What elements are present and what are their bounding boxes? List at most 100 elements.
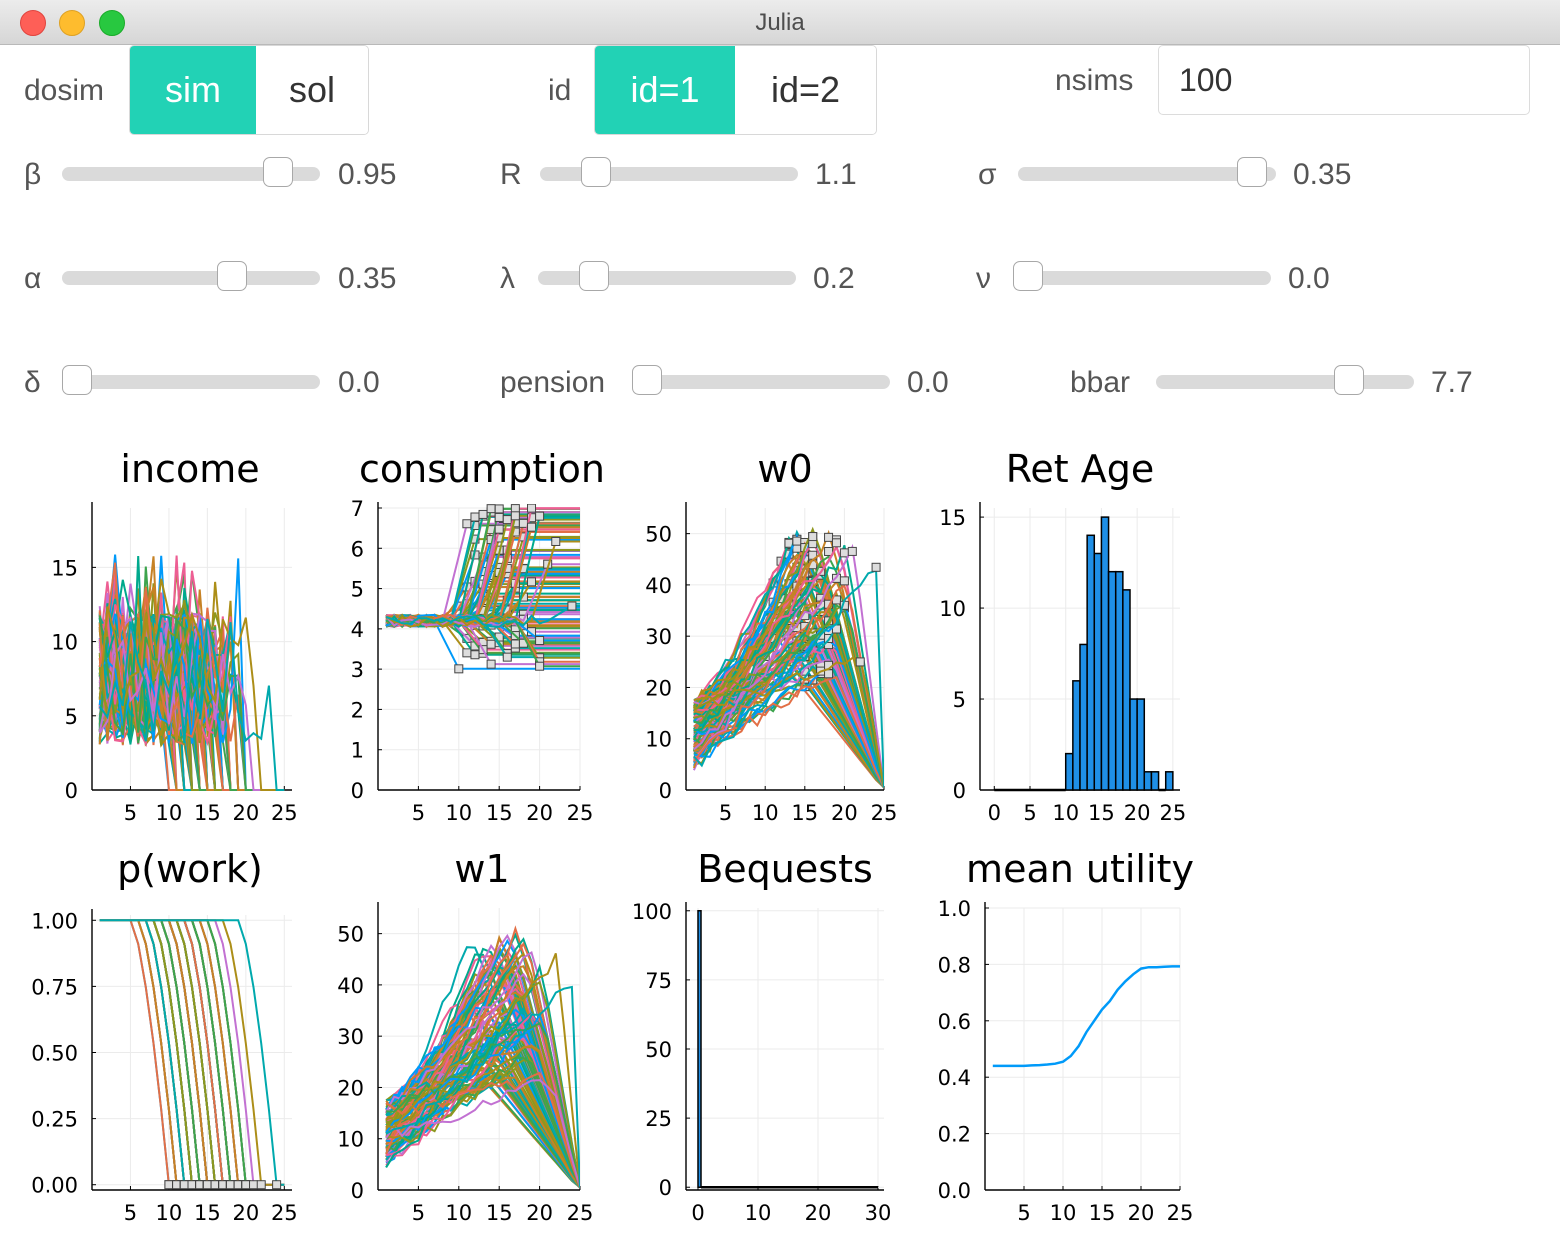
y-tick-label: 20 xyxy=(645,676,672,700)
beta-slider[interactable] xyxy=(62,157,320,187)
alpha-slider[interactable] xyxy=(62,261,320,291)
alpha-slider-thumb[interactable] xyxy=(217,261,248,291)
retirement-marker xyxy=(486,639,496,649)
y-tick-label: 0.25 xyxy=(31,1108,78,1132)
x-tick-label: 5 xyxy=(412,801,425,825)
delta-slider-thumb[interactable] xyxy=(62,365,92,395)
sigma-label: σ xyxy=(978,158,997,191)
x-tick-label: 30 xyxy=(865,1201,892,1225)
series-line xyxy=(385,985,580,1188)
retirement-marker xyxy=(502,652,512,662)
x-tick-label: 5 xyxy=(412,1201,425,1225)
dosim-option-sol[interactable]: sol xyxy=(256,46,368,134)
retirement-marker xyxy=(502,515,512,525)
retirement-marker xyxy=(855,657,865,667)
delta-value: 0.0 xyxy=(338,366,380,399)
y-tick-label: 0.8 xyxy=(938,953,971,977)
delta-slider[interactable] xyxy=(62,365,320,395)
sigma-slider-thumb[interactable] xyxy=(1236,157,1267,187)
minimize-window-button[interactable] xyxy=(59,10,85,36)
x-tick-label: 10 xyxy=(1052,801,1079,825)
retirement-marker xyxy=(202,1180,212,1190)
dosim-label: dosim xyxy=(24,74,105,107)
close-window-button[interactable] xyxy=(20,10,46,36)
x-tick-label: 15 xyxy=(194,1201,221,1225)
retirement-marker xyxy=(527,577,537,587)
y-tick-label: 50 xyxy=(645,1038,672,1062)
chart-title: p(work) xyxy=(117,847,263,891)
R-slider-thumb[interactable] xyxy=(581,157,612,187)
bbar-slider-thumb[interactable] xyxy=(1333,365,1364,395)
plot-area xyxy=(98,554,285,791)
x-tick-label: 10 xyxy=(1050,1201,1077,1225)
y-tick-label: 25 xyxy=(645,1107,672,1131)
y-tick-label: 10 xyxy=(337,1128,364,1152)
dosim-option-sim[interactable]: sim xyxy=(130,46,256,134)
bar xyxy=(1129,698,1138,791)
beta-value: 0.95 xyxy=(338,158,397,191)
id-option-2[interactable]: id=2 xyxy=(735,46,876,134)
y-tick-label: 1 xyxy=(351,739,364,763)
series-line xyxy=(98,613,285,791)
y-tick-label: 0.4 xyxy=(938,1066,971,1090)
bar xyxy=(1093,552,1103,791)
retirement-marker xyxy=(510,511,520,521)
x-tick-label: 15 xyxy=(486,1201,513,1225)
retirement-marker xyxy=(195,1180,205,1190)
x-tick-label: 5 xyxy=(1017,1201,1030,1225)
chart-title: w0 xyxy=(757,447,812,491)
nu-label: ν xyxy=(976,262,991,295)
x-tick-label: 20 xyxy=(232,801,259,825)
lambda-slider[interactable] xyxy=(538,261,796,291)
y-tick-label: 4 xyxy=(351,618,364,642)
y-tick-label: 2 xyxy=(351,698,364,722)
y-tick-label: 1.00 xyxy=(31,909,78,933)
nu-slider[interactable] xyxy=(1013,261,1271,291)
retirement-marker xyxy=(871,562,881,572)
id-label: id xyxy=(548,74,572,107)
pension-slider-thumb[interactable] xyxy=(632,365,662,395)
id-option-1[interactable]: id=1 xyxy=(595,46,735,134)
retirement-marker xyxy=(527,522,537,532)
id-toggle: id=1 id=2 xyxy=(594,45,877,135)
retirement-marker xyxy=(567,601,577,611)
x-tick-label: 15 xyxy=(791,801,818,825)
bbar-slider[interactable] xyxy=(1156,365,1414,395)
bar xyxy=(1086,534,1096,791)
chart-title: Bequests xyxy=(697,847,873,891)
plot-area xyxy=(697,910,878,1189)
nsims-input[interactable]: 100 xyxy=(1158,45,1530,115)
y-tick-label: 0.6 xyxy=(938,1010,971,1034)
beta-label: β xyxy=(24,158,42,191)
x-tick-label: 10 xyxy=(156,1201,183,1225)
retirement-marker xyxy=(454,664,464,674)
y-tick-label: 0 xyxy=(953,779,966,803)
chart-title: consumption xyxy=(359,447,605,491)
R-label: R xyxy=(500,158,522,191)
chart-p-work-: p(work) 5 10 15 20 25 0.00 0.25 0.50 0.75 1.00 xyxy=(31,847,297,1225)
retirement-marker xyxy=(172,1180,182,1190)
x-tick-label: 20 xyxy=(526,801,553,825)
series-line xyxy=(385,1079,580,1188)
bar xyxy=(1143,771,1153,791)
retirement-marker xyxy=(792,536,802,546)
zoom-window-button[interactable] xyxy=(99,10,125,36)
lambda-slider-thumb[interactable] xyxy=(579,261,610,291)
bbar-value: 7.7 xyxy=(1431,366,1473,399)
retirement-marker xyxy=(824,669,834,679)
y-tick-label: 0 xyxy=(659,1176,672,1200)
pension-slider[interactable] xyxy=(632,365,890,395)
series-line xyxy=(693,642,884,788)
retirement-marker xyxy=(535,636,545,646)
bar xyxy=(1079,643,1088,791)
beta-slider-thumb[interactable] xyxy=(262,157,293,187)
sigma-slider[interactable] xyxy=(1018,157,1276,187)
window-titlebar: Julia xyxy=(0,0,1560,45)
bar xyxy=(1136,698,1146,791)
x-tick-label: 25 xyxy=(271,801,298,825)
R-slider[interactable] xyxy=(540,157,798,187)
plot-area xyxy=(994,516,1174,792)
nu-slider-thumb[interactable] xyxy=(1013,261,1043,291)
bar xyxy=(1150,771,1160,791)
chart-title: Ret Age xyxy=(1006,447,1155,491)
